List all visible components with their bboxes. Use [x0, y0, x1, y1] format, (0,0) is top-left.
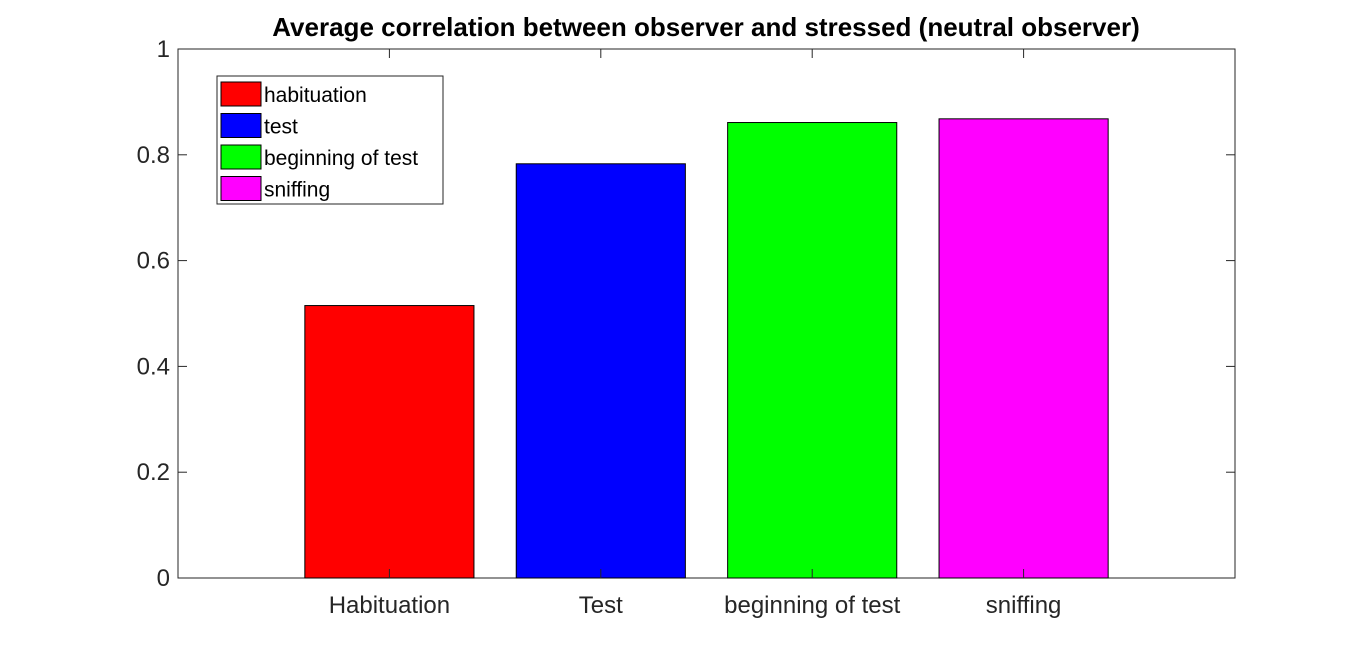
bar-sniffing — [938, 118, 1109, 579]
x-tick-label: sniffing — [986, 592, 1062, 619]
y-tick-label: 1 — [157, 36, 170, 63]
bar-test — [515, 163, 686, 579]
legend-label: test — [264, 116, 298, 139]
legend: habituation test beginning of test sniffing — [216, 75, 444, 205]
x-tick-label: beginning of test — [724, 592, 900, 619]
y-tick-label: 0.4 — [137, 353, 170, 380]
axis-ticks-layer: Habituation Test beginning of test sniffing… — [137, 36, 1235, 619]
bar-habituation — [304, 305, 475, 579]
legend-swatch — [220, 81, 262, 107]
legend-label: sniffing — [264, 179, 330, 202]
y-tick-label: 0.6 — [137, 248, 170, 275]
y-tick-label: 0 — [157, 565, 170, 592]
x-tick-label: Test — [579, 592, 623, 619]
bar-beginning-of-test — [727, 122, 898, 579]
legend-swatch — [220, 144, 262, 170]
y-tick-label: 0.2 — [137, 459, 170, 486]
legend-swatch — [220, 113, 262, 138]
plot-area-frame — [177, 48, 1236, 579]
legend-label: beginning of test — [264, 147, 418, 170]
bars-layer — [304, 118, 1109, 579]
legend-label: habituation — [264, 84, 367, 107]
x-tick-label: Habituation — [329, 592, 450, 619]
legend-swatch — [220, 176, 262, 201]
y-tick-label: 0.8 — [137, 142, 170, 169]
chart-title: Average correlation between observer and… — [272, 12, 1139, 42]
